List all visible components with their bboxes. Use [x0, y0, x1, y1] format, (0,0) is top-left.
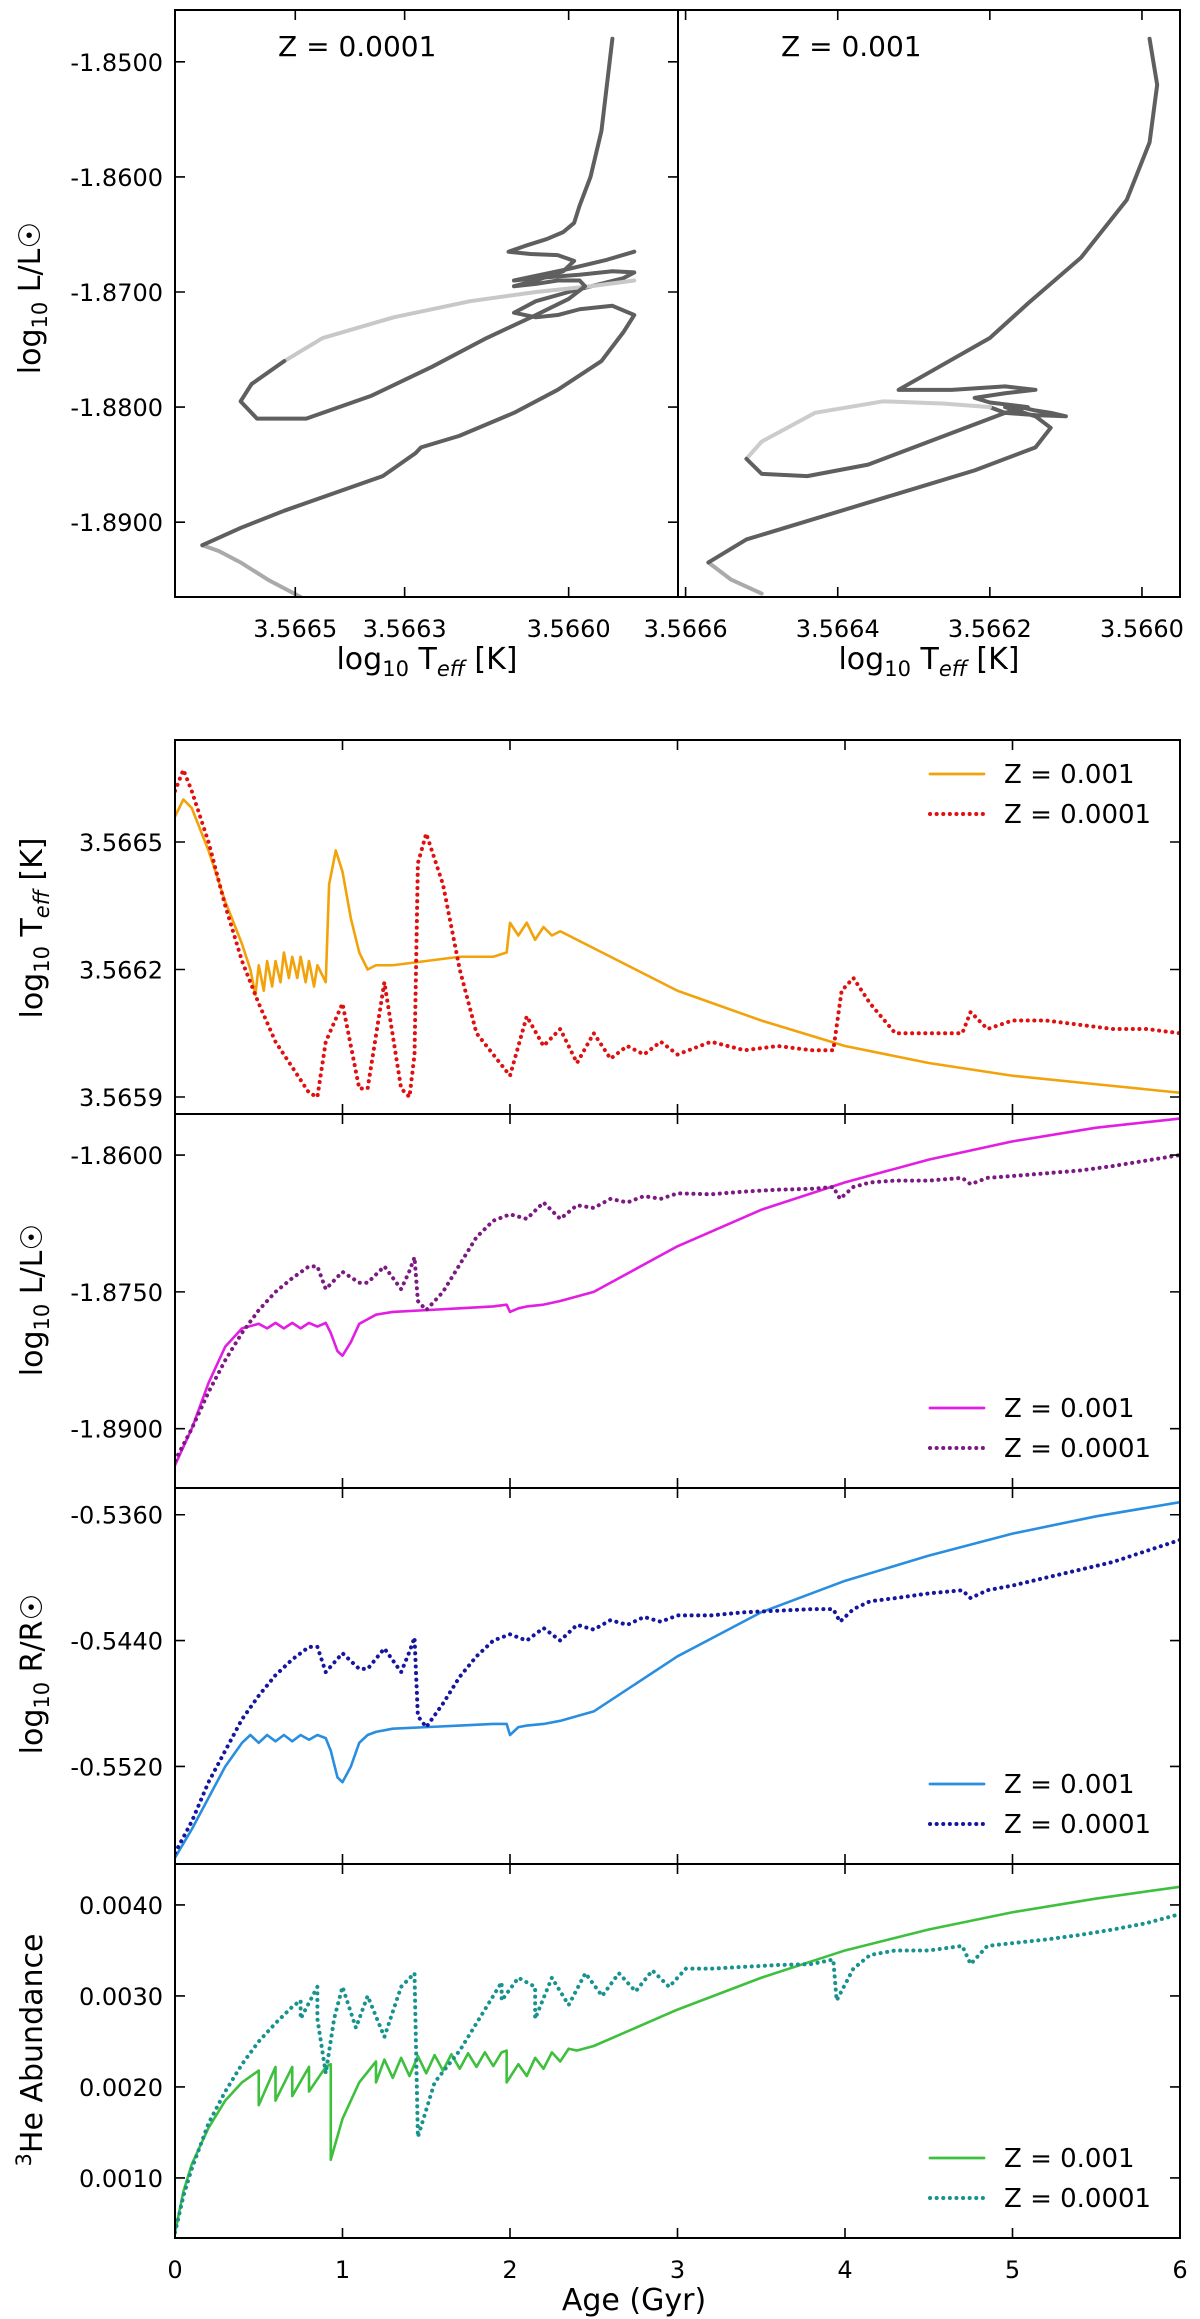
teff-age-frame	[174, 739, 1181, 1115]
hr-right-series-track-1	[706, 405, 1068, 565]
hr-right-series-track-0	[706, 560, 764, 596]
hr-left-ytick-label: -1.8600	[70, 164, 163, 192]
hr-left-series-track-1	[200, 249, 637, 548]
teff-age-ytick-label: 3.5665	[79, 829, 163, 857]
hr-left-series-track-2	[282, 278, 637, 364]
hr-left-ytick-label: -1.8500	[70, 49, 163, 77]
hr-right-xlabel: log10 Teff [K]	[838, 642, 1019, 681]
hr-right-annotation: Z = 0.001	[781, 30, 922, 63]
he3-age-frame	[174, 1863, 1181, 2239]
lum-age-ytick-label: -1.8900	[70, 1416, 163, 1444]
lum-age-legend-label: Z = 0.0001	[1004, 1434, 1151, 1464]
hr-right-series-track-3	[744, 36, 1160, 479]
hr-left-frame	[174, 9, 679, 598]
lum-age-legend-label: Z = 0.001	[1004, 1394, 1135, 1424]
he3-age-xtick-label: 0	[167, 2256, 182, 2284]
hr-right-frame	[677, 9, 1181, 598]
lum-age-panel: log10 L/L☉ -1.8600 -1.8750 -1.8900 Z = 0.00…	[15, 1113, 1181, 1489]
hr-right-xtick-label: 3.5662	[948, 615, 1032, 643]
hr-left-ylabel: log10 L/L☉	[13, 222, 52, 374]
teff-age-ylabel: log10 Teff [K]	[15, 837, 54, 1018]
radius-age-ylabel: log10 R/R☉	[15, 1594, 54, 1755]
teff-age-panel: log10 Teff [K] 3.5665 3.5662 3.5659 Z = 0.0…	[15, 739, 1181, 1115]
radius-age-legend-label: Z = 0.0001	[1004, 1810, 1151, 1840]
lum-age-series-z-0-001	[175, 1117, 1180, 1467]
he3-age-xlabel: Age (Gyr)	[562, 2283, 706, 2318]
hr-left-series-track-3	[238, 36, 615, 421]
he3-age-legend-label: Z = 0.0001	[1004, 2184, 1151, 2214]
lum-age-ylabel: log10 L/L☉	[15, 1224, 54, 1376]
hr-left-xlabel: log10 Teff [K]	[336, 642, 517, 681]
he3-age-ytick-label: 0.0020	[79, 2074, 163, 2102]
he3-age-ytick-label: 0.0010	[79, 2165, 163, 2193]
he3-age-legend-label: Z = 0.001	[1004, 2144, 1135, 2174]
he3-age-ylabel: 3He Abundance	[12, 1934, 50, 2167]
radius-age-legend-label: Z = 0.001	[1004, 1770, 1135, 1800]
radius-age-ytick-label: -0.5440	[70, 1628, 163, 1656]
he3-age-ytick-label: 0.0040	[79, 1892, 163, 1920]
hr-left-series-track-0	[200, 543, 303, 597]
he3-age-xtick-label: 5	[1005, 2256, 1020, 2284]
teff-age-legend-label: Z = 0.0001	[1004, 800, 1151, 830]
lum-age-ytick-label: -1.8750	[70, 1279, 163, 1307]
radius-age-ytick-label: -0.5520	[70, 1753, 163, 1781]
he3-age-ytick-label: 0.0030	[79, 1983, 163, 2011]
he3-age-panel: 3He Abundance Age (Gyr) 0 1 2 3 4 5 6 0.0040 0.0…	[12, 1863, 1188, 2318]
radius-age-series-z-0-0001	[175, 1537, 1180, 1855]
radius-age-series-z-0-001	[175, 1500, 1180, 1860]
he3-age-xtick-label: 6	[1172, 2256, 1187, 2284]
radius-age-ytick-label: -0.5360	[70, 1502, 163, 1530]
hr-right-xtick-label: 3.5664	[796, 615, 880, 643]
teff-age-ytick-label: 3.5659	[79, 1084, 163, 1112]
teff-age-series-z-0-001	[175, 798, 1180, 1095]
teff-age-series-z-0-0001	[175, 767, 1180, 1099]
teff-age-ytick-label: 3.5662	[79, 957, 163, 985]
hr-left-xtick-label: 3.5665	[253, 615, 337, 643]
hr-right-xtick-label: 3.5666	[644, 615, 728, 643]
hr-left-ytick-label: -1.8700	[70, 279, 163, 307]
hr-right-xtick-label: 3.5660	[1100, 615, 1184, 643]
hr-right-series-track-2	[744, 399, 992, 461]
hr-left-annotation: Z = 0.0001	[278, 30, 436, 63]
hr-left-xtick-label: 3.5663	[363, 615, 447, 643]
hr-left-ytick-label: -1.8900	[70, 509, 163, 537]
hr-left-xtick-label: 3.5660	[527, 615, 611, 643]
lum-age-frame	[174, 1113, 1181, 1489]
he3-age-xtick-label: 2	[502, 2256, 517, 2284]
he3-age-xtick-label: 1	[335, 2256, 350, 2284]
he3-age-series-z-0-0001	[175, 1912, 1180, 2235]
he3-age-series-z-0-001	[175, 1885, 1180, 2234]
hr-left-ytick-label: -1.8800	[70, 394, 163, 422]
teff-age-legend-label: Z = 0.001	[1004, 760, 1135, 790]
hr-left-panel: Z = 0.0001 log10 L/L☉ log10 Teff [K] 3.5…	[13, 9, 679, 681]
radius-age-panel: log10 R/R☉ -0.5360 -0.5440 -0.5520 Z = 0.00…	[15, 1487, 1181, 1865]
he3-age-xtick-label: 4	[837, 2256, 852, 2284]
lum-age-ytick-label: -1.8600	[70, 1142, 163, 1170]
hr-right-panel: Z = 0.001 log10 Teff [K] 3.5666 3.5664 3.5…	[644, 9, 1184, 681]
radius-age-frame	[174, 1487, 1181, 1865]
he3-age-xtick-label: 3	[670, 2256, 685, 2284]
